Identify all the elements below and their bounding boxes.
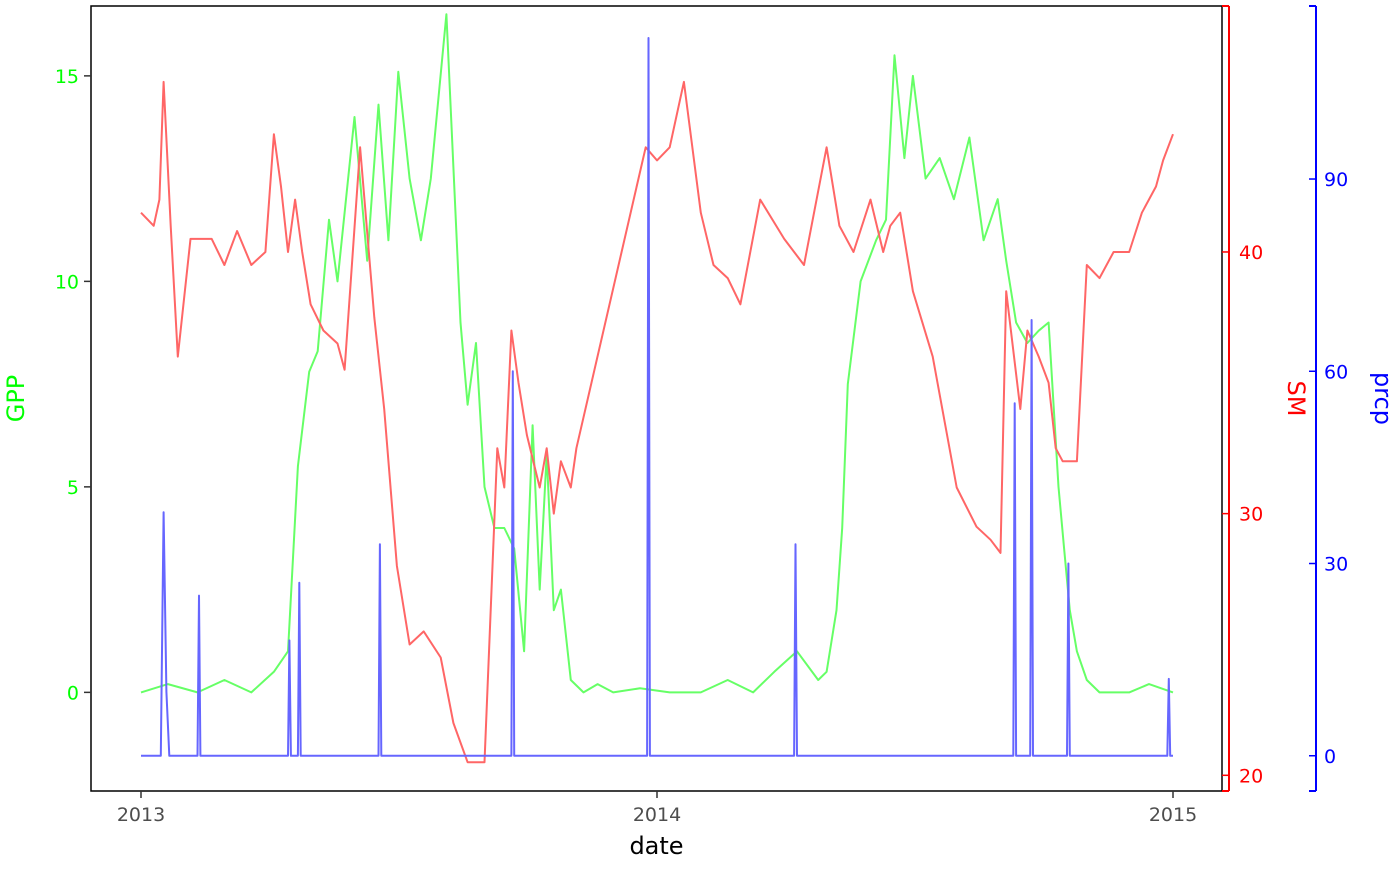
x-tick-label: 2014 <box>633 804 681 826</box>
y-tick-label-SM: 30 <box>1239 504 1263 526</box>
x-axis-title: date <box>629 832 683 860</box>
y-tick-label-prcp: 30 <box>1324 554 1348 576</box>
y-tick-label-prcp: 90 <box>1324 169 1348 191</box>
y-axis-title-GPP: GPP <box>2 375 30 423</box>
y-tick-label-GPP: 5 <box>67 477 79 499</box>
x-tick-label: 2015 <box>1149 804 1197 826</box>
y-axis-title-SM: SM <box>1282 381 1310 417</box>
y-tick-label-GPP: 10 <box>55 271 79 293</box>
series-line-SM <box>140 80 1174 764</box>
x-tick-label: 2013 <box>117 804 165 826</box>
y-tick-label-GPP: 15 <box>55 66 79 88</box>
y-tick-label-prcp: 60 <box>1324 361 1348 383</box>
y-tick-label-SM: 20 <box>1239 765 1263 787</box>
y-tick-label-prcp: 0 <box>1324 746 1336 768</box>
y-axis-title-prcp: prcp <box>1369 372 1397 425</box>
series-line-GPP <box>140 13 1174 694</box>
series-line-prcp <box>141 37 1173 757</box>
y-tick-label-GPP: 0 <box>67 682 79 704</box>
y-tick-label-SM: 40 <box>1239 242 1263 264</box>
